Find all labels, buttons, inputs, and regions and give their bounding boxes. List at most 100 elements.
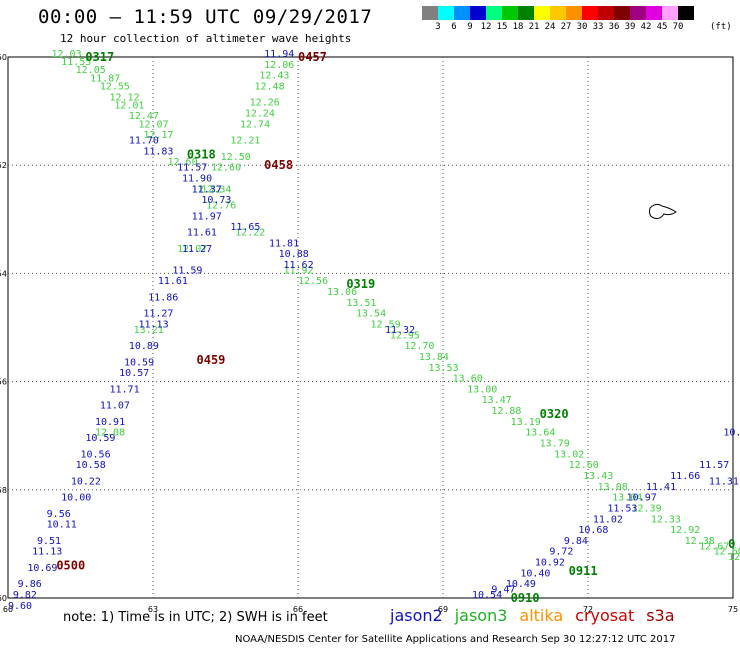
colorbar-swatch: [598, 6, 614, 20]
wave-height-label: 12.22: [235, 228, 265, 239]
chart-subtitle: 12 hour collection of altimeter wave hei…: [60, 32, 352, 45]
colorbar-label: 42: [640, 22, 652, 32]
wave-height-label: 11.02: [593, 514, 623, 525]
colorbar-label: 36: [608, 22, 620, 32]
wave-height-label: 10.57: [119, 368, 149, 379]
wave-height-label: 10.69: [27, 563, 57, 574]
wave-height-label: 12.60: [714, 547, 740, 558]
wave-height-label: 11.90: [182, 173, 212, 184]
wave-height-label: 11.87: [90, 73, 120, 84]
pass-time-tag: 0911: [569, 564, 598, 578]
colorbar-label: 70: [672, 22, 684, 32]
wave-height-label: 10.97: [627, 493, 657, 504]
x-tick-label: 75: [728, 605, 738, 614]
y-tick-label: -50: [0, 53, 7, 62]
colorbar-swatch: [502, 6, 518, 20]
wave-height-label: 12.72: [192, 184, 222, 195]
footnote: note: 1) Time is in UTC; 2) SWH is in fe…: [63, 610, 328, 625]
satellite-legend: jason2 jason3 altika cryosat s3a: [390, 606, 687, 625]
wave-height-label: 13.06: [327, 287, 357, 298]
legend-jason2: jason2: [390, 606, 443, 625]
colorbar-label: 24: [544, 22, 556, 32]
wave-height-label: 10.54: [472, 590, 502, 601]
wave-height-label: 11.41: [646, 482, 676, 493]
colorbar-label: 39: [624, 22, 636, 32]
wave-height-label: 12.55: [100, 81, 130, 92]
wave-height-label: 13.54: [356, 309, 386, 320]
wave-height-label: 13.84: [419, 352, 449, 363]
wave-height-label: 13.64: [525, 428, 555, 439]
wave-height-label: 12.12: [110, 92, 140, 103]
colorbar-labels: 3 6 9 12 15 18 21 24 27 30 33 36 39 42 45 70: [422, 22, 686, 32]
wave-height-label: 10.49: [506, 579, 536, 590]
y-tick-label: -56: [0, 378, 7, 387]
colorbar-swatch: [550, 6, 566, 20]
colorbar-swatch: [518, 6, 534, 20]
wave-height-label: 12.34: [201, 184, 231, 195]
x-tick-label: 60: [3, 605, 13, 614]
wave-height-label: 11.94: [264, 49, 294, 60]
colorbar-swatch: [534, 6, 550, 20]
wave-height-label: 11.83: [143, 146, 173, 157]
wave-height-label: 10.91: [95, 417, 125, 428]
colorbar-label: 12: [480, 22, 492, 32]
map-frame: [7, 56, 734, 599]
wave-height-label: 11.13: [32, 547, 62, 558]
wave-height-label: 12.76: [206, 200, 236, 211]
y-tick-label: -52: [0, 161, 7, 170]
colorbar-label: 27: [560, 22, 572, 32]
wave-height-label: 12.60: [569, 460, 599, 471]
wave-height-label: 11.32: [385, 325, 415, 336]
wave-height-label: 9.82: [13, 590, 37, 601]
wave-height-label: 12.48: [255, 81, 285, 92]
credit-line: NOAA/NESDIS Center for Satellite Applica…: [235, 634, 676, 645]
wave-height-label: 12.95: [390, 330, 420, 341]
wave-height-label: 13.43: [583, 471, 613, 482]
wave-height-label: 11.86: [148, 292, 178, 303]
wave-height-label: 12.33: [651, 514, 681, 525]
pass-time-tag: 0500: [56, 559, 85, 573]
wave-height-label: 10.40: [520, 568, 550, 579]
island-outline: [649, 203, 677, 219]
wave-height-label: 11.61: [187, 228, 217, 239]
wave-height-label: 11.13: [139, 320, 169, 331]
colorbar-unit: (ft): [710, 22, 732, 32]
wave-height-label: 11.92: [284, 265, 314, 276]
wave-height-label: 12.60: [168, 157, 198, 168]
colorbar-swatch: [566, 6, 582, 20]
wave-height-label: 13.04: [612, 493, 642, 504]
colorbar-swatch: [582, 6, 598, 20]
wave-height-label: 11.62: [284, 260, 314, 271]
legend-jason3: jason3: [454, 606, 508, 625]
chart-title: 00:00 – 11:59 UTC 09/29/2017: [38, 6, 373, 28]
colorbar-swatch: [646, 6, 662, 20]
wave-height-label: 10.59: [124, 357, 154, 368]
wave-height-label: 10.59: [85, 433, 115, 444]
wave-height-label: 12.47: [129, 111, 159, 122]
wave-height-label: 12.03: [52, 49, 82, 60]
colorbar-swatch: [678, 6, 694, 20]
colorbar-label: 33: [592, 22, 604, 32]
wave-height-label: 12.01: [114, 100, 144, 111]
colorbar-label: 21: [528, 22, 540, 32]
colorbar-label: 45: [656, 22, 668, 32]
wave-height-label: 10.89: [129, 341, 159, 352]
wave-height-label: 12.39: [632, 503, 662, 514]
colorbar-swatch: [614, 6, 630, 20]
wave-height-label: 9.56: [47, 509, 71, 520]
wave-height-label: 13.02: [554, 449, 584, 460]
wave-height-label: 10.73: [201, 195, 231, 206]
wave-height-label: 10.92: [535, 558, 565, 569]
wave-height-label: 11.66: [670, 471, 700, 482]
wave-height-label: 11.61: [158, 276, 188, 287]
pass-time-tag: 0320: [540, 407, 569, 421]
wave-height-label: 12.43: [259, 71, 289, 82]
wave-height-label: 9.86: [18, 579, 42, 590]
x-tick-label: 72: [583, 605, 593, 614]
wave-height-label: 11.37: [192, 184, 222, 195]
y-tick-label: -58: [0, 486, 7, 495]
wave-height-label: 13.00: [467, 384, 497, 395]
wave-height-label: 11.97: [192, 211, 222, 222]
wave-height-label: 11.65: [230, 222, 260, 233]
